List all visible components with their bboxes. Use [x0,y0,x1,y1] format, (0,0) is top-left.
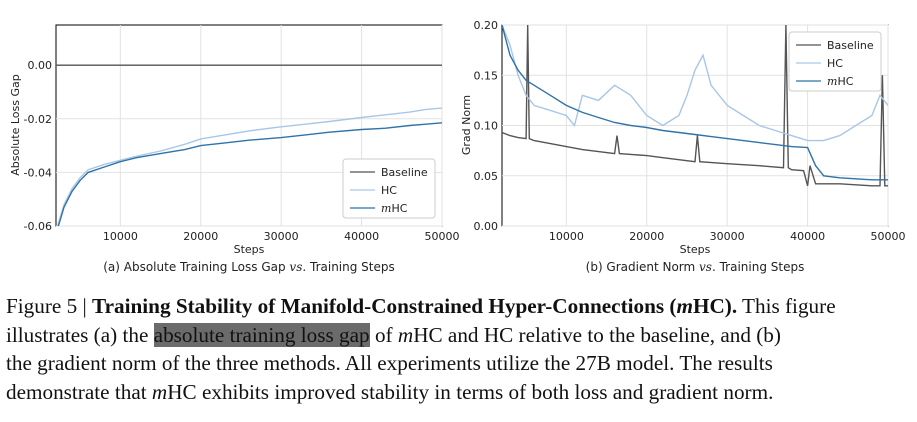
highlighted-phrase: absolute training loss gap [153,322,370,347]
chart-b-xtick-label: 20000 [629,230,664,243]
chart-b-series [502,25,888,187]
figure-title: Training Stability of Manifold-Constrain… [92,294,738,318]
chart-b-ytick-label: 0.00 [474,220,499,233]
chart-a: 10000 20000 30000 40000 50000 0.00 -0.02 -0.04 -… [9,24,460,274]
chart-b-legend-hc: HC [827,57,843,70]
chart-a-xtick-label: 50000 [425,230,460,243]
chart-b-ytick-label: 0.15 [474,69,499,82]
chart-b-ylabel: Grad Norm [460,95,473,155]
chart-b-xtick-label: 40000 [790,230,825,243]
chart-a-xtick-label: 10000 [103,230,138,243]
chart-b: 10000 20000 30000 40000 50000 0.00 0.05 0.10 0.1… [460,19,906,274]
chart-a-ticks: 10000 20000 30000 40000 50000 0.00 -0.02 -0.04 -… [24,59,460,243]
chart-a-ytick-label: -0.06 [24,220,52,233]
figure-label: Figure 5 | [6,294,93,318]
chart-a-series [56,64,442,226]
chart-a-legend: Baseline HC mHC [342,158,436,219]
chart-a-ytick-label: -0.02 [24,113,52,126]
chart-a-ytick-label: -0.04 [24,166,52,179]
chart-b-ytick-label: 0.05 [474,170,499,183]
chart-a-legend-baseline: Baseline [381,166,428,179]
chart-b-legend: Baseline HC mHC [788,31,882,92]
chart-b-series-baseline [502,25,888,187]
chart-a-xtick-label: 30000 [264,230,299,243]
chart-b-caption: (b) Gradient Norm vs. Training Steps [586,260,805,274]
chart-b-series-hc [502,25,888,142]
chart-b-legend-baseline: Baseline [827,39,874,52]
chart-a-xtick-label: 40000 [344,230,379,243]
chart-a-ylabel: Absolute Loss Gap [9,74,22,175]
chart-b-xtick-label: 30000 [710,230,745,243]
chart-b-ytick-label: 0.20 [474,19,499,32]
chart-a-series-mhc [57,122,442,226]
chart-b-xtick-label: 50000 [871,230,906,243]
chart-a-caption: (a) Absolute Training Loss Gap vs. Train… [103,260,395,274]
chart-a-legend-mhc: mHC [381,202,408,215]
figure-caption: Figure 5 | Training Stability of Manifol… [6,294,836,404]
figure-panels: 10000 20000 30000 40000 50000 0.00 -0.02 -0.04 -… [9,19,906,274]
chart-a-series-hc [56,107,442,226]
chart-b-xtick-label: 10000 [549,230,584,243]
chart-b-ticks: 10000 20000 30000 40000 50000 0.00 0.05 0.10 0.1… [474,19,906,243]
chart-a-xlabel: Steps [234,243,265,256]
chart-b-xlabel: Steps [680,243,711,256]
chart-a-xtick-label: 20000 [183,230,218,243]
chart-b-legend-mhc: mHC [827,75,854,88]
chart-b-ytick-label: 0.10 [474,120,499,133]
chart-a-legend-hc: HC [381,184,397,197]
chart-b-series-mhc [502,25,888,181]
chart-a-ytick-label: 0.00 [28,59,53,72]
